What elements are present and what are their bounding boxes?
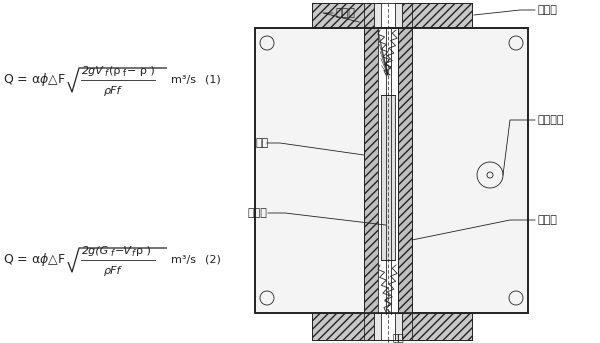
Text: − ρ ): − ρ ) <box>127 66 155 76</box>
Text: 随动系统: 随动系统 <box>537 115 563 125</box>
Text: 导向管: 导向管 <box>247 208 267 218</box>
Bar <box>381 3 395 28</box>
Text: 浮子: 浮子 <box>255 138 268 148</box>
Text: m³/s: m³/s <box>171 75 196 85</box>
Text: ρFf: ρFf <box>104 86 121 96</box>
Bar <box>312 3 374 28</box>
Text: m³/s: m³/s <box>171 255 196 265</box>
Bar <box>364 28 378 313</box>
Text: f: f <box>131 248 134 258</box>
Text: −V: −V <box>115 246 132 256</box>
Bar <box>312 313 374 340</box>
Text: 子轴: 子轴 <box>393 332 405 342</box>
Bar <box>255 28 528 313</box>
Text: 显示器: 显示器 <box>335 8 355 18</box>
Text: 锥形管: 锥形管 <box>537 215 557 225</box>
Text: (2): (2) <box>205 255 221 265</box>
Bar <box>381 95 395 260</box>
Text: ρFf: ρFf <box>104 266 121 276</box>
Bar <box>402 3 472 28</box>
Bar <box>374 3 402 28</box>
Bar <box>398 28 412 313</box>
Bar <box>374 313 402 340</box>
Bar <box>378 28 398 313</box>
Bar <box>402 313 472 340</box>
Bar <box>255 28 528 313</box>
Text: f: f <box>123 69 126 78</box>
Text: (1): (1) <box>205 75 221 85</box>
Text: 2gV: 2gV <box>82 66 104 76</box>
Text: 2g(G: 2g(G <box>82 246 109 256</box>
Text: Q = α$\phi$△F: Q = α$\phi$△F <box>3 71 66 88</box>
Text: Q = α$\phi$△F: Q = α$\phi$△F <box>3 251 66 269</box>
Bar <box>381 313 395 340</box>
Text: f: f <box>104 69 107 78</box>
Text: (ρ: (ρ <box>109 66 121 76</box>
Text: ρ ): ρ ) <box>136 246 151 256</box>
Text: 测量管: 测量管 <box>537 5 557 15</box>
Text: f: f <box>110 248 113 258</box>
